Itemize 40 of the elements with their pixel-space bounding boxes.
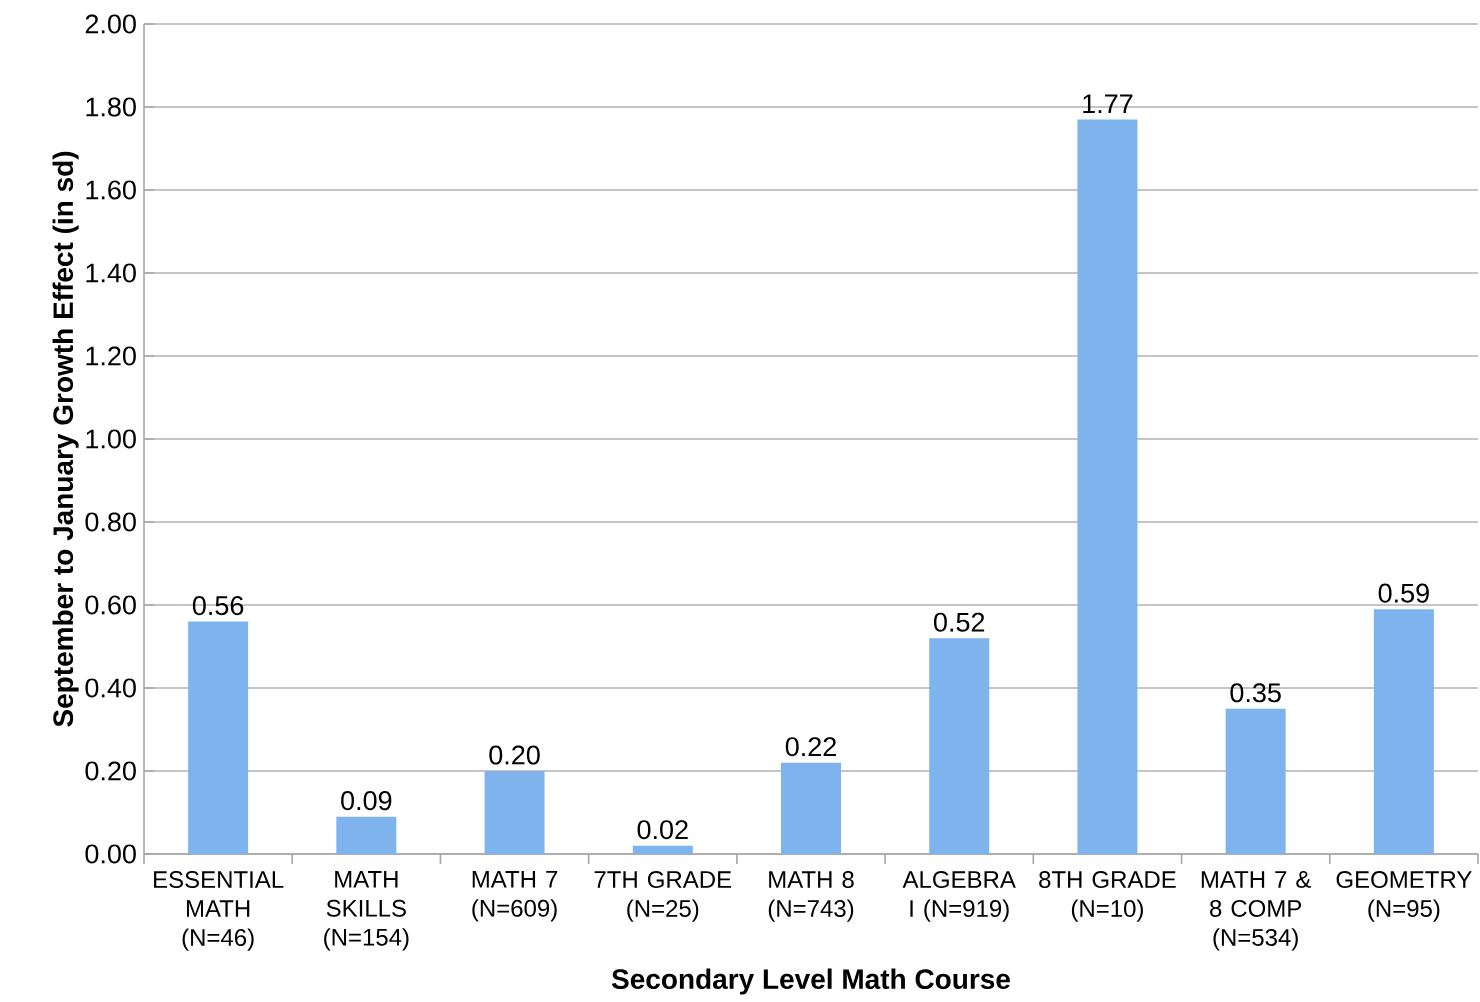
data-label: 0.56 (192, 596, 244, 616)
data-label: 0.59 (1378, 583, 1429, 603)
y-tick-label: 1.40 (86, 263, 136, 283)
x-tick-label: MATH 8 (N=743) (768, 871, 854, 922)
y-tick-label: 1.60 (86, 180, 136, 200)
y-tick-label: 0.20 (85, 761, 136, 781)
x-tick-label: MATH SKILLS (N=154) (324, 871, 409, 951)
y-tick-label: 1.00 (86, 429, 136, 449)
x-tick-label: 8TH GRADE (N=10) (1039, 871, 1176, 922)
data-label: 0.02 (637, 820, 688, 840)
x-tick-label: GEOMETRY (N=95) (1336, 871, 1472, 922)
x-axis-title: Secondary Level Math Course (611, 968, 1010, 995)
bar (781, 762, 841, 854)
x-tick-label: 7TH GRADE (N=25) (594, 871, 732, 922)
data-label: 1.77 (1083, 94, 1133, 114)
data-label: 0.22 (785, 737, 836, 757)
y-tick-label: 2.00 (85, 14, 136, 34)
bar (336, 816, 397, 854)
data-label: 0.35 (1230, 683, 1281, 703)
y-tick-label: 1.80 (86, 97, 136, 117)
bar (1373, 609, 1434, 854)
y-tick-label: 0.60 (85, 595, 136, 615)
data-label: 0.09 (341, 791, 392, 811)
bar (484, 770, 545, 854)
x-tick-label: MATH 7 (N=609) (472, 871, 558, 922)
y-tick-label: 0.00 (85, 844, 136, 864)
bar (632, 845, 693, 854)
bar (1225, 708, 1286, 854)
y-axis-title: September to January Growth Effect (in sd) (52, 151, 79, 727)
bar (929, 638, 990, 854)
y-tick-label: 1.20 (86, 346, 136, 366)
y-tick-label: 0.40 (85, 678, 136, 698)
bar (188, 621, 249, 854)
x-tick-label: ALGEBRA I (N=919) (902, 871, 1016, 922)
y-tick-label: 0.80 (85, 512, 136, 532)
bar (1077, 119, 1138, 854)
data-label: 0.20 (489, 745, 540, 765)
x-tick-label: ESSENTIAL MATH (N=46) (154, 871, 284, 951)
x-tick-label: MATH 7 & 8 COMP (N=534) (1201, 871, 1312, 951)
data-label: 0.52 (934, 612, 985, 632)
